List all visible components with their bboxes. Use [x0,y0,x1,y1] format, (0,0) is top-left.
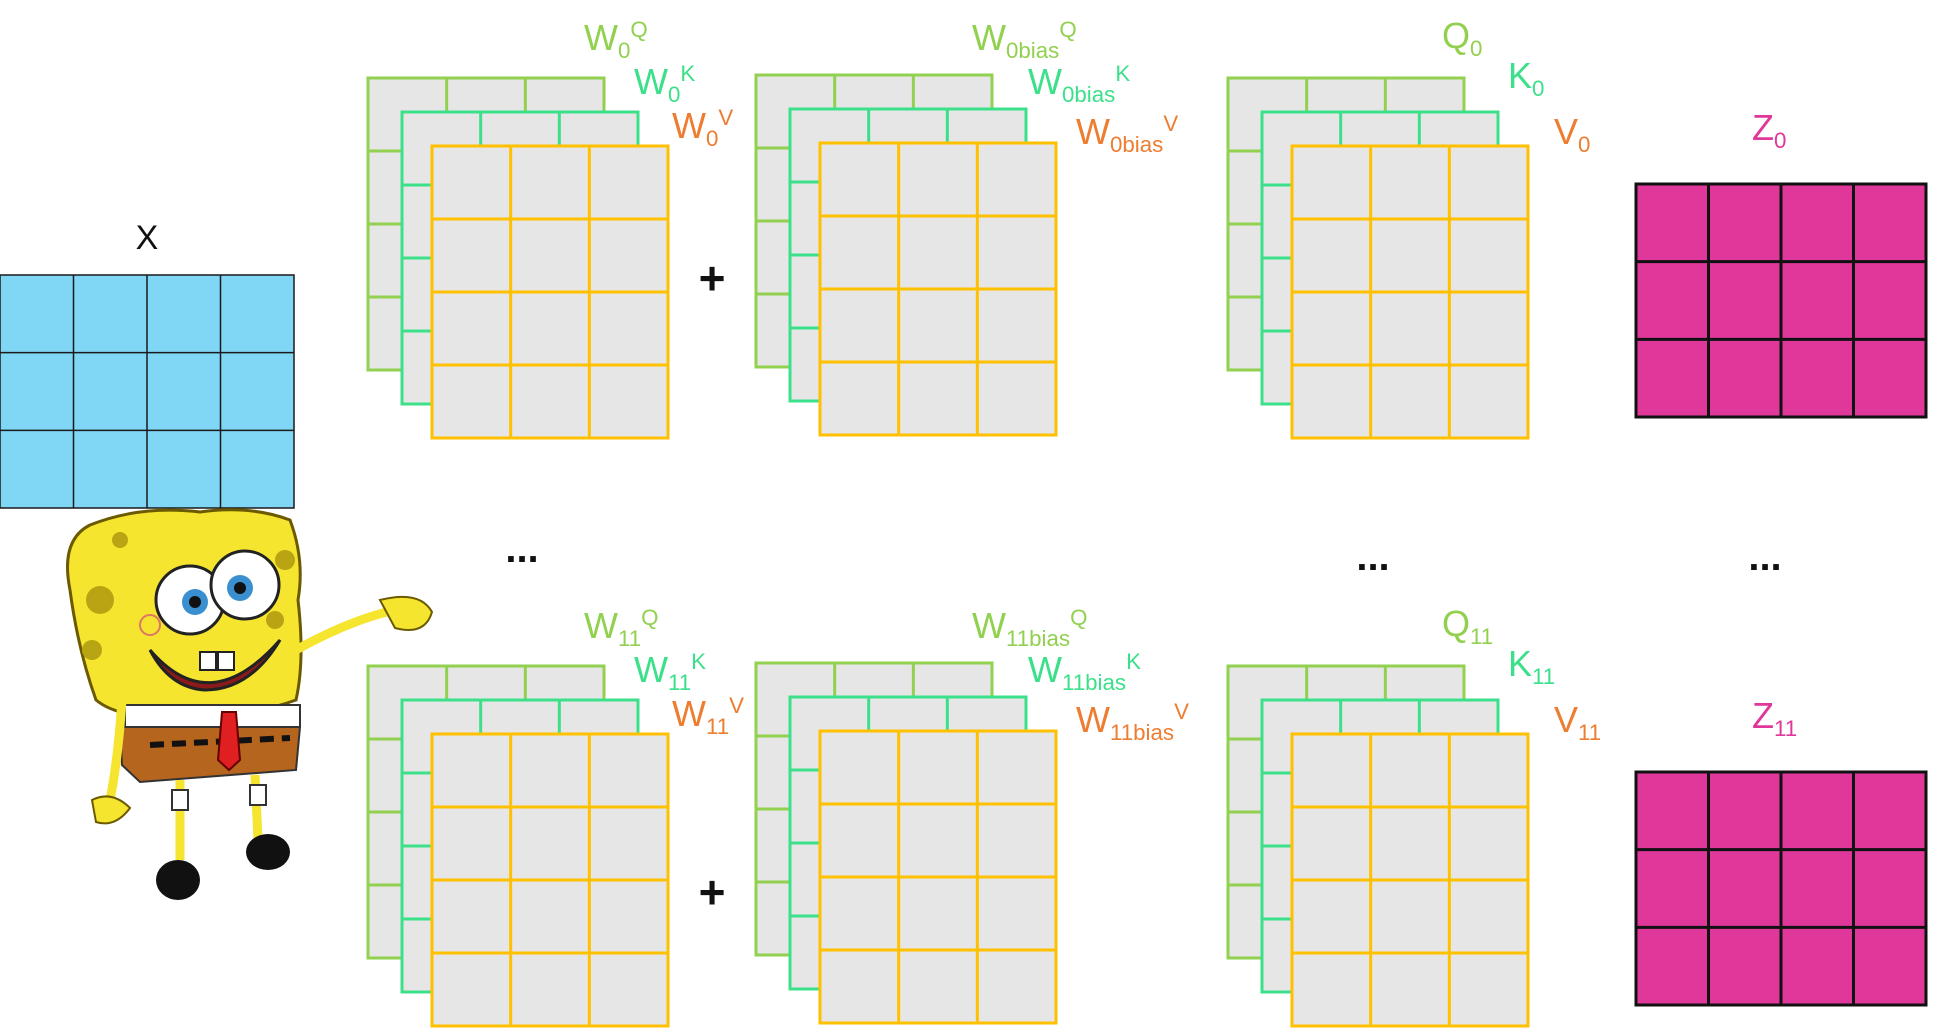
head-0-wk-label: W0K [634,61,695,107]
head-11-q-label: Q11 [1442,603,1493,649]
head-11-bk-label: W11biasK [1028,649,1141,695]
head-11-plus-sign: + [699,866,726,918]
head-11-bias-stack-v-layer [818,729,1058,1025]
head-0-bias-stack-v-layer [818,141,1058,437]
head-0-plus-sign: + [699,252,726,304]
head-11-weight-stack [366,664,670,1028]
head-0-qkv-stack [1226,76,1530,440]
head-0-z-matrix [1634,182,1928,419]
head-11-bq-label: W11biasQ [972,605,1087,651]
head-11-qkv-stack-v-layer [1290,732,1530,1028]
input-grid-cells [0,274,295,509]
head-0-v-label: V0 [1554,111,1590,157]
head-0-wq-label: W0Q [584,17,648,63]
head-11-wk-label: W11K [634,649,706,695]
spongebob-figure [66,508,434,900]
head-11-weight-stack-v-layer [430,732,670,1028]
head-11-bias-stack [754,661,1058,1025]
input-label: X [136,219,159,257]
head-11-wv-label: W11V [672,693,744,739]
head-0-wv-label: W0V [672,105,733,151]
head-11-z-label: Z11 [1752,695,1797,741]
head-0-bias-stack [754,73,1058,437]
head-0-z-label: Z0 [1752,107,1786,153]
head-0-bv-label: W0biasV [1076,111,1178,157]
head-11-v-label: V11 [1554,699,1601,745]
head-0-q-label: Q0 [1442,15,1482,61]
input-matrix-x: X [0,219,295,509]
head-0-qkv-stack-v-layer [1290,144,1530,440]
head-11-qkv-stack [1226,664,1530,1028]
head-0-k-label: K0 [1508,55,1544,101]
ellipsis-z: ... [1748,535,1781,579]
ellipsis-weights: ... [505,527,538,571]
head-11-z-matrix [1634,770,1928,1007]
head-0-weight-stack-v-layer [430,144,670,440]
head-0-weight-stack [366,76,670,440]
head-0-bq-label: W0biasQ [972,17,1077,63]
head-0-bk-label: W0biasK [1028,61,1130,107]
head-11-bv-label: W11biasV [1076,699,1189,745]
head-11-wq-label: W11Q [584,605,659,651]
head-11-k-label: K11 [1508,643,1555,689]
input-grid [0,274,295,509]
ellipsis-qkv: ... [1356,535,1389,579]
